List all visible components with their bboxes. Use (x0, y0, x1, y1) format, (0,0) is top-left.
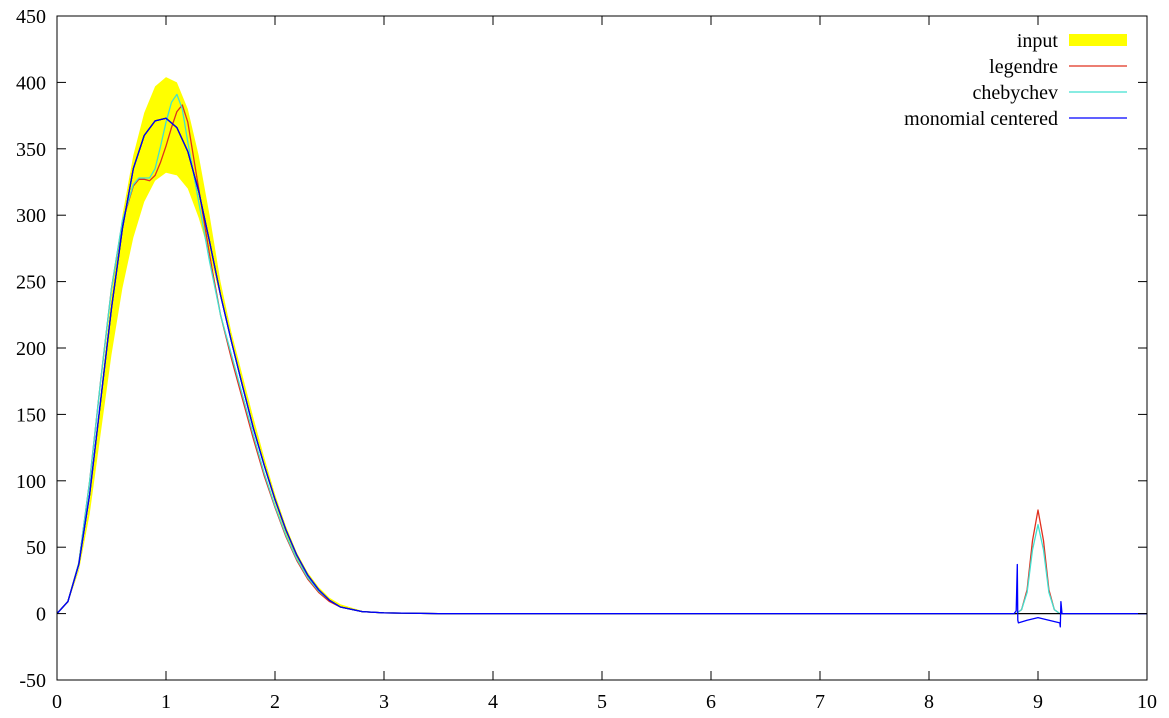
legend: input legendre chebychev monomial centered (904, 30, 1127, 130)
y-tick-label: 0 (36, 604, 46, 626)
y-tick-label: 400 (16, 72, 46, 94)
y-tick-label: -50 (19, 670, 46, 692)
y-tick-label: 50 (26, 537, 46, 559)
x-tick-label: 9 (1033, 691, 1043, 713)
series-chebychev (56, 93, 1147, 615)
x-tick-label: 2 (270, 691, 280, 713)
legend-label: input (1017, 30, 1059, 52)
y-tick-label: 150 (16, 404, 46, 426)
x-tick-label: 7 (815, 691, 825, 713)
legend-label: monomial centered (904, 108, 1058, 130)
x-tick-label: 5 (597, 691, 607, 713)
y-tick-label: 300 (16, 205, 46, 227)
y-tick-label: 250 (16, 272, 46, 294)
x-tick-label: 3 (379, 691, 389, 713)
y-tick-label: 200 (16, 338, 46, 360)
x-tick-label: 4 (488, 691, 498, 713)
legend-swatch-input (1069, 34, 1127, 46)
plot-area (56, 77, 1147, 628)
series-input-band (57, 77, 1147, 614)
y-tick-label: 100 (16, 471, 46, 493)
legend-label: legendre (989, 56, 1058, 78)
y-tick-label: 350 (16, 139, 46, 161)
x-tick-label: 1 (161, 691, 171, 713)
y-tick-label: 450 (16, 6, 46, 28)
x-tick-label: 8 (924, 691, 934, 713)
x-tick-label: 10 (1137, 691, 1157, 713)
series-monomial-centered (56, 117, 1147, 628)
legend-label: chebychev (972, 82, 1058, 104)
x-tick-label: 6 (706, 691, 716, 713)
axes: 0 1 2 3 4 5 6 7 8 9 10 -50 0 50 100 150 200 250 300 350 400 4… (16, 6, 1157, 713)
series-black-curve (56, 117, 1147, 615)
series-legendre (56, 104, 1147, 615)
x-tick-label: 0 (52, 691, 62, 713)
